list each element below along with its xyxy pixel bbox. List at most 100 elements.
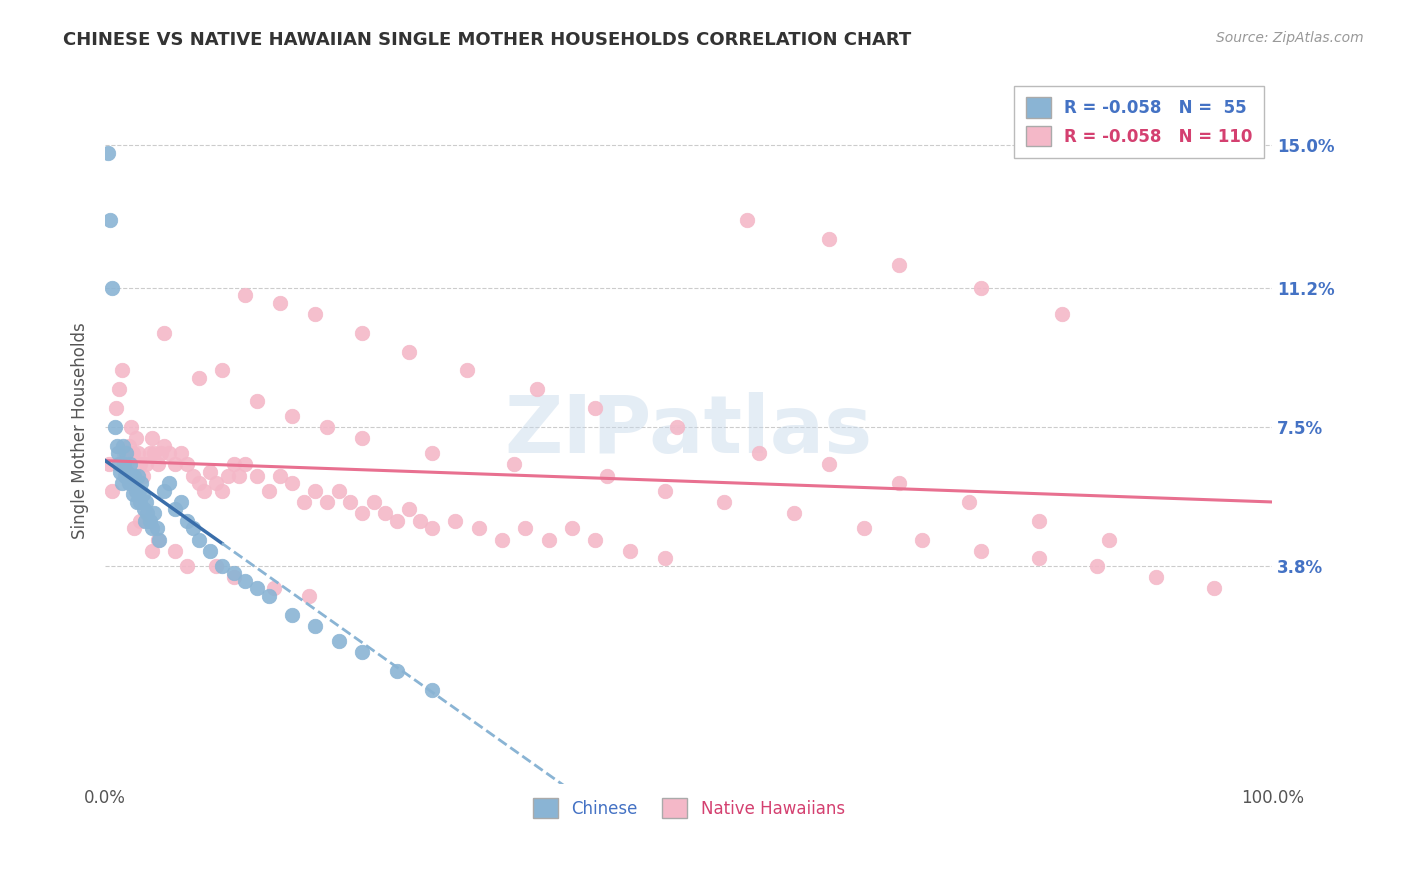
Point (887, 476, 910, 491)
Point (124, 521, 146, 535)
Point (1050, 307, 1073, 321)
Point (217, 468, 239, 483)
Point (157, 446, 180, 460)
Point (713, 495, 735, 509)
Point (526, 382, 548, 396)
Point (132, 502, 155, 516)
Point (444, 514, 467, 528)
Point (146, 458, 169, 472)
Point (117, 476, 139, 491)
Point (107, 446, 129, 460)
Point (246, 582, 269, 596)
Point (124, 431, 146, 445)
Point (292, 495, 315, 509)
Point (121, 476, 143, 491)
Point (385, 664, 408, 678)
Point (114, 468, 136, 483)
Point (515, 521, 537, 535)
Point (211, 483, 233, 498)
Point (316, 495, 339, 509)
Point (316, 420, 339, 434)
Text: ZIPatlas: ZIPatlas (505, 392, 873, 469)
Point (112, 458, 135, 472)
Point (339, 495, 361, 509)
Point (135, 495, 157, 509)
Point (120, 468, 142, 483)
Point (96, 145, 118, 160)
Point (583, 533, 606, 547)
Point (491, 533, 513, 547)
Point (176, 558, 198, 573)
Point (969, 281, 991, 295)
Point (269, 468, 291, 483)
Point (117, 465, 139, 479)
Point (110, 363, 132, 377)
Point (233, 574, 256, 588)
Point (187, 371, 209, 385)
Point (233, 288, 256, 302)
Point (165, 543, 187, 558)
Point (228, 468, 250, 483)
Y-axis label: Single Mother Households: Single Mother Households (72, 322, 89, 539)
Point (911, 533, 934, 547)
Point (1085, 558, 1108, 573)
Point (115, 458, 138, 472)
Text: CHINESE VS NATIVE HAWAIIAN SINGLE MOTHER HOUSEHOLDS CORRELATION CHART: CHINESE VS NATIVE HAWAIIAN SINGLE MOTHER… (63, 31, 911, 49)
Point (328, 483, 350, 498)
Point (124, 468, 146, 483)
Point (115, 446, 138, 460)
Point (363, 495, 385, 509)
Point (118, 458, 141, 472)
Point (103, 420, 125, 434)
Point (222, 566, 245, 581)
Point (181, 521, 204, 535)
Point (127, 446, 149, 460)
Point (1202, 582, 1225, 596)
Point (298, 589, 321, 603)
Point (748, 446, 770, 460)
Point (398, 344, 420, 359)
Point (150, 446, 173, 460)
Point (1144, 570, 1167, 584)
Point (385, 514, 408, 528)
Point (735, 213, 758, 227)
Text: Source: ZipAtlas.com: Source: ZipAtlas.com (1216, 31, 1364, 45)
Point (257, 483, 280, 498)
Point (211, 363, 233, 377)
Point (131, 476, 153, 491)
Point (193, 483, 215, 498)
Point (141, 521, 163, 535)
Point (117, 439, 139, 453)
Point (136, 506, 159, 520)
Point (143, 506, 166, 520)
Point (654, 483, 676, 498)
Point (852, 521, 875, 535)
Point (817, 458, 839, 472)
Point (141, 543, 163, 558)
Point (583, 401, 606, 415)
Point (187, 476, 209, 491)
Point (157, 476, 180, 491)
Point (887, 258, 910, 272)
Point (350, 326, 373, 340)
Point (128, 483, 150, 498)
Point (281, 607, 304, 622)
Point (619, 543, 641, 558)
Point (269, 296, 291, 310)
Point (108, 458, 131, 472)
Point (152, 439, 174, 453)
Point (398, 502, 420, 516)
Point (304, 307, 326, 321)
Point (170, 495, 193, 509)
Point (97, 458, 120, 472)
Point (134, 514, 156, 528)
Point (246, 468, 269, 483)
Legend: Chinese, Native Hawaiians: Chinese, Native Hawaiians (526, 791, 852, 825)
Point (98, 213, 121, 227)
Point (127, 468, 149, 483)
Point (1028, 514, 1050, 528)
Point (105, 439, 128, 453)
Point (138, 514, 160, 528)
Point (246, 393, 269, 408)
Point (129, 514, 152, 528)
